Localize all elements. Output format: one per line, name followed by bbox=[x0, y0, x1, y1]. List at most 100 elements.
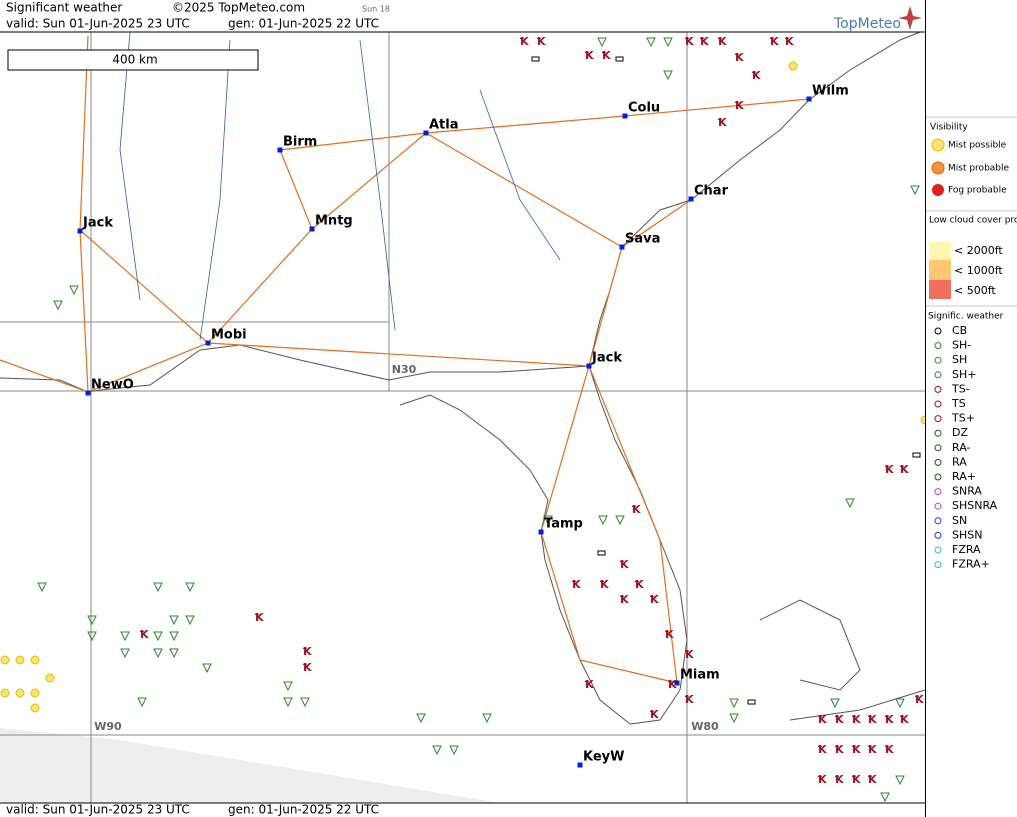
legend-item: SH- bbox=[952, 339, 971, 352]
ts-symbol: Ꝁ bbox=[665, 628, 674, 641]
shower-symbol bbox=[87, 631, 97, 642]
shower-symbol bbox=[169, 631, 179, 642]
ts-symbol: Ꝁ bbox=[585, 49, 594, 62]
shower-symbol bbox=[482, 713, 492, 724]
city-marker bbox=[619, 244, 625, 250]
ts-symbol: Ꝁ bbox=[868, 773, 877, 786]
legend-symbol bbox=[934, 473, 942, 481]
legend-symbol bbox=[934, 517, 942, 525]
legend-symbol bbox=[934, 400, 942, 408]
city-marker bbox=[85, 390, 91, 396]
legend-symbol bbox=[934, 342, 942, 350]
shower-symbol bbox=[169, 648, 179, 659]
shower-symbol bbox=[185, 615, 195, 626]
cb-symbol bbox=[912, 452, 921, 458]
legend-title: Low cloud cover probable bbox=[929, 216, 1017, 226]
ts-symbol: Ꝁ bbox=[770, 35, 779, 48]
ts-symbol: Ꝁ bbox=[537, 35, 546, 48]
shower-symbol bbox=[729, 698, 739, 709]
ts-symbol: Ꝁ bbox=[818, 713, 827, 726]
ts-symbol: Ꝁ bbox=[602, 49, 611, 62]
legend-item: SHSNRA bbox=[952, 499, 998, 512]
shower-symbol bbox=[598, 515, 608, 526]
legend-item: < 2000ft bbox=[954, 244, 1003, 257]
city-marker bbox=[806, 96, 812, 102]
mist-symbol bbox=[15, 688, 25, 698]
ts-symbol: Ꝁ bbox=[852, 773, 861, 786]
shower-symbol bbox=[432, 745, 442, 756]
shower-symbol bbox=[615, 515, 625, 526]
shower-symbol bbox=[87, 615, 97, 626]
rivers bbox=[119, 31, 561, 341]
ts-symbol: Ꝁ bbox=[835, 743, 844, 756]
legend-symbol bbox=[934, 415, 942, 423]
shower-symbol bbox=[597, 37, 607, 48]
ts-symbol: Ꝁ bbox=[868, 713, 877, 726]
gen-time: gen: 01-Jun-2025 22 UTC bbox=[228, 803, 379, 817]
shower-symbol bbox=[300, 697, 310, 708]
ts-symbol: Ꝁ bbox=[885, 713, 894, 726]
legend-item: Mist probable bbox=[948, 164, 1010, 174]
shower-symbol bbox=[283, 681, 293, 692]
city-marker bbox=[538, 529, 544, 535]
shower-symbol bbox=[153, 582, 163, 593]
legend-title: Visibility bbox=[930, 123, 968, 133]
city-label: Mobi bbox=[211, 328, 247, 343]
shower-symbol bbox=[120, 631, 130, 642]
legend-symbol bbox=[934, 502, 942, 510]
ts-symbol: Ꝁ bbox=[668, 678, 677, 691]
islands bbox=[759, 599, 926, 721]
shower-symbol bbox=[845, 498, 855, 509]
shower-symbol bbox=[37, 582, 47, 593]
city-label: Atla bbox=[429, 118, 459, 133]
ts-symbol: Ꝁ bbox=[735, 99, 744, 112]
legend-item: TS- bbox=[951, 382, 970, 395]
legend-item: < 500ft bbox=[954, 284, 996, 297]
logo: TopMeteo bbox=[833, 16, 901, 32]
city-marker bbox=[205, 340, 211, 346]
ts-symbol: Ꝁ bbox=[718, 116, 727, 129]
shower-symbol bbox=[153, 631, 163, 642]
cb-symbol bbox=[747, 699, 756, 705]
ts-symbol: Ꝁ bbox=[585, 678, 594, 691]
ts-symbol: Ꝁ bbox=[685, 693, 694, 706]
valid-time: valid: Sun 01-Jun-2025 23 UTC bbox=[6, 17, 190, 31]
scale-box bbox=[7, 49, 259, 71]
ts-symbol: Ꝁ bbox=[685, 648, 694, 661]
city-label: Miam bbox=[680, 668, 720, 683]
ts-symbol: Ꝁ bbox=[735, 51, 744, 64]
city-label: Sava bbox=[625, 232, 660, 247]
legend-symbol bbox=[934, 327, 942, 335]
ts-symbol: Ꝁ bbox=[900, 713, 909, 726]
mist-symbol bbox=[30, 655, 40, 665]
legend-item: TS bbox=[951, 397, 966, 410]
ts-symbol: Ꝁ bbox=[818, 743, 827, 756]
title: Significant weather bbox=[6, 1, 122, 15]
shower-symbol bbox=[416, 713, 426, 724]
shower-symbol bbox=[202, 663, 212, 674]
ts-symbol: Ꝁ bbox=[915, 693, 924, 706]
city-label: Colu bbox=[628, 101, 660, 116]
mist-symbol bbox=[0, 688, 10, 698]
legend-item: Mist possible bbox=[948, 141, 1007, 151]
valid-time: valid: Sun 01-Jun-2025 23 UTC bbox=[6, 803, 190, 817]
shower-symbol bbox=[69, 285, 79, 296]
mist-symbol bbox=[30, 703, 40, 713]
legend-item: FZRA bbox=[952, 543, 981, 556]
ts-symbol: Ꝁ bbox=[718, 35, 727, 48]
ts-symbol: Ꝁ bbox=[885, 743, 894, 756]
city-marker bbox=[688, 196, 694, 202]
legend-item: RA bbox=[952, 455, 967, 468]
ts-symbol: Ꝁ bbox=[620, 593, 629, 606]
legend-symbol bbox=[934, 546, 942, 554]
city-label: Mntg bbox=[315, 214, 353, 229]
city-label: Char bbox=[694, 184, 729, 199]
no-data-area bbox=[0, 728, 500, 803]
shower-symbol bbox=[729, 713, 739, 724]
legend-symbol bbox=[934, 429, 942, 437]
legend-symbol bbox=[934, 444, 942, 452]
city-label: KeyW bbox=[583, 750, 624, 765]
shower-symbol bbox=[53, 300, 63, 311]
scale-label: 400 km bbox=[112, 53, 157, 67]
